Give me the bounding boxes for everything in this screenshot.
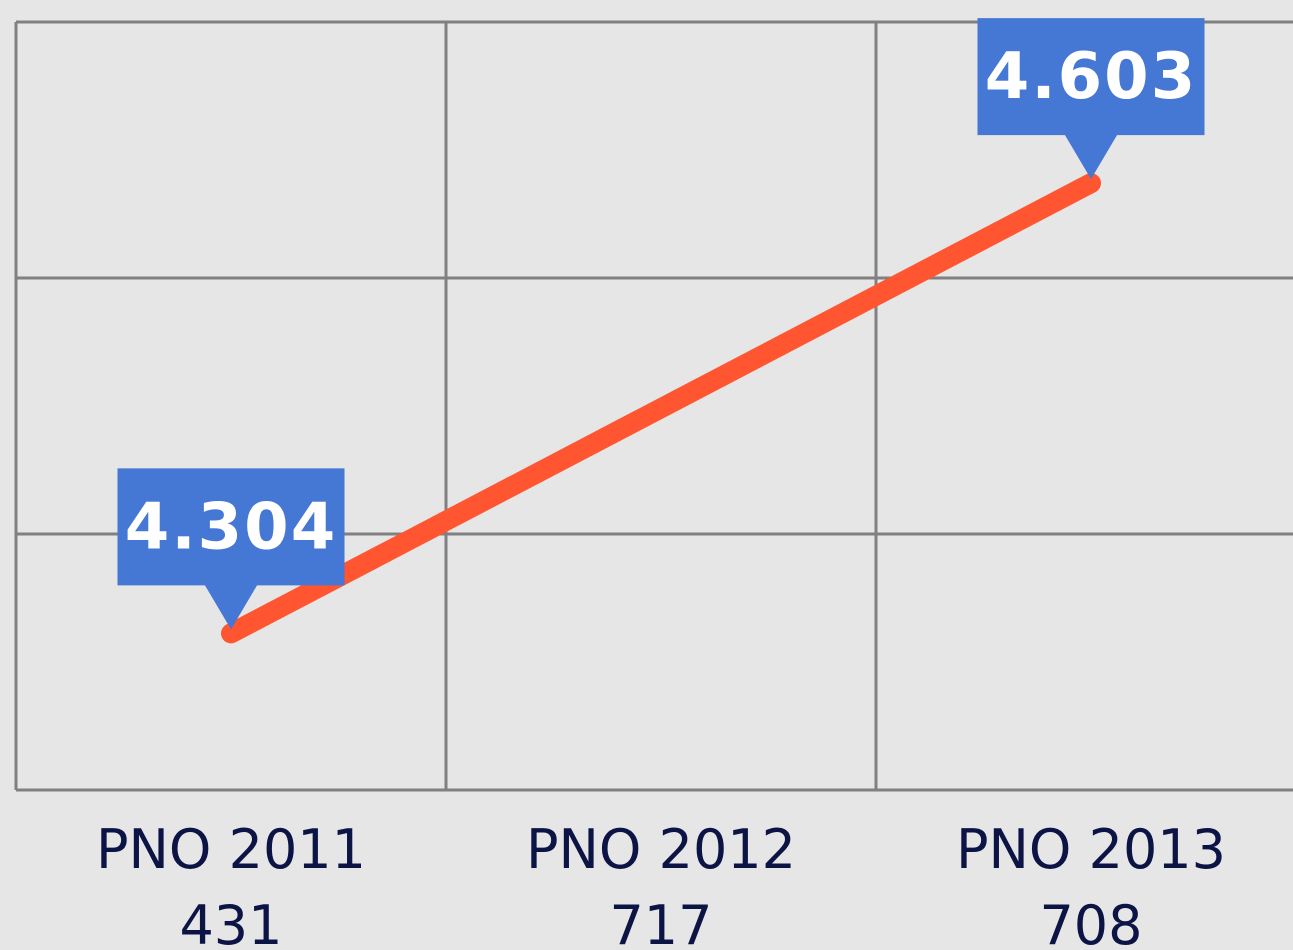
data-line (221, 173, 1101, 644)
value-label: 4.304 (125, 490, 337, 564)
x-tick-label: 708 (1039, 894, 1142, 950)
value-label-box (977, 18, 1205, 180)
x-tick-label: 717 (609, 894, 712, 950)
x-tick-label: 431 (179, 894, 282, 950)
x-tick-label: PNO 2013 (956, 818, 1226, 881)
x-tick-label: PNO 2012 (526, 818, 796, 881)
value-label-box (117, 468, 345, 630)
value-label: 4.603 (985, 40, 1197, 114)
x-tick-label: PNO 2011 (96, 818, 366, 881)
